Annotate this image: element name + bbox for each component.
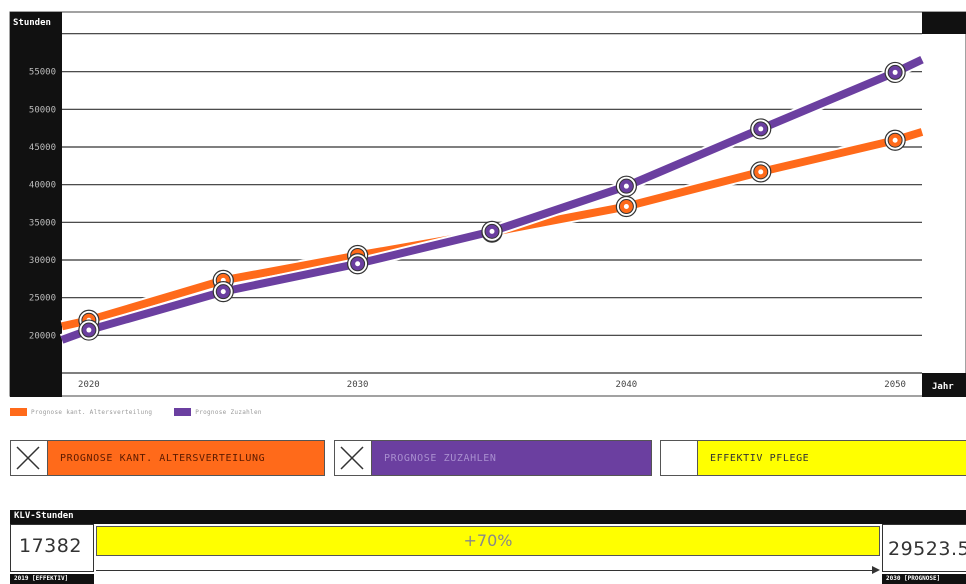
toggle-zuzahlen[interactable]: PROGNOSE ZUZAHLEN [334, 440, 652, 476]
klv-growth-bar: +70% [96, 526, 880, 556]
klv-arrow-line [96, 570, 876, 571]
legend-item-purple: Prognose Zuzahlen [174, 408, 262, 416]
corner-block [10, 373, 62, 397]
x-tick-labels: 2020 2030 2040 2050 [78, 380, 906, 390]
x-tick-label: 2050 [884, 380, 906, 390]
klv-end-box: 29523.5 [882, 524, 966, 572]
check-x-icon [16, 446, 40, 470]
line-chart: 20000 25000 30000 35000 40000 45000 50000 55000… [9, 11, 966, 397]
data-point-center [758, 126, 764, 132]
klv-end-value: 29523.5 [888, 538, 966, 560]
data-point-center [220, 289, 226, 295]
y-axis-band [10, 12, 62, 397]
arrow-right-icon [872, 566, 880, 574]
checkbox-zuzahlen[interactable] [335, 441, 372, 475]
x-tick-label: 2030 [347, 380, 369, 390]
data-point-center [892, 137, 898, 143]
klv-start-value: 17382 [19, 535, 82, 557]
x-axis-title: Jahr [932, 382, 954, 392]
data-point-center [623, 183, 629, 189]
klv-header: KLV-Stunden [10, 510, 966, 524]
klv-end-caption-bar: 2030 [PROGNOSE] [882, 574, 966, 584]
legend-swatch-purple [174, 408, 192, 416]
grid [62, 33, 922, 374]
y-tick-label: 50000 [29, 105, 56, 115]
series-group [59, 54, 925, 346]
toggle-label-altersverteilung: PROGNOSE KANT. ALTERSVERTEILUNG [48, 441, 324, 475]
checkbox-effektiv-pflege[interactable] [661, 441, 698, 475]
klv-start-caption-bar: 2019 [EFFEKTIV] [10, 574, 94, 584]
toggle-label-effektiv-pflege: EFFEKTIV PFLEGE [698, 441, 966, 475]
data-point-center [489, 228, 495, 234]
klv-end-caption: 2030 [PROGNOSE] [886, 575, 941, 582]
data-point-center [892, 69, 898, 75]
data-point-center [86, 327, 92, 333]
klv-percent: +70% [463, 531, 513, 550]
data-point-center [758, 169, 764, 175]
toggle-label-zuzahlen: PROGNOSE ZUZAHLEN [372, 441, 651, 475]
klv-start-caption: 2019 [EFFEKTIV] [14, 575, 69, 582]
x-tick-label: 2020 [78, 380, 100, 390]
data-point-center [355, 261, 361, 267]
y-axis-title: Stunden [13, 18, 51, 28]
y-tick-label: 25000 [29, 294, 56, 304]
toggle-altersverteilung[interactable]: PROGNOSE KANT. ALTERSVERTEILUNG [10, 440, 325, 476]
y-tick-labels: 20000 25000 30000 35000 40000 45000 50000 55000 [29, 68, 56, 342]
chart-legend: Prognose kant. Altersverteilung Prognose… [10, 405, 284, 419]
toggle-effektiv-pflege[interactable]: EFFEKTIV PFLEGE [660, 440, 966, 476]
y-tick-label: 45000 [29, 143, 56, 153]
plot-area [62, 34, 922, 373]
legend-label-orange: Prognose kant. Altersverteilung [31, 408, 153, 416]
x-tick-label: 2040 [616, 380, 638, 390]
legend-item-orange: Prognose kant. Altersverteilung [10, 408, 152, 416]
klv-title: KLV-Stunden [14, 511, 74, 521]
legend-label-purple: Prognose Zuzahlen [195, 408, 262, 416]
y-tick-label: 55000 [29, 68, 56, 78]
x-axis-label-block [922, 373, 966, 397]
checkbox-altersverteilung[interactable] [11, 441, 48, 475]
data-point-center [623, 204, 629, 210]
klv-start-box: 17382 [10, 524, 94, 572]
y-tick-label: 30000 [29, 256, 56, 266]
check-x-icon [340, 446, 364, 470]
y-tick-label: 40000 [29, 181, 56, 191]
legend-swatch-orange [10, 408, 27, 416]
top-right-block [922, 12, 966, 34]
y-tick-label: 20000 [29, 331, 56, 341]
y-tick-label: 35000 [29, 218, 56, 228]
